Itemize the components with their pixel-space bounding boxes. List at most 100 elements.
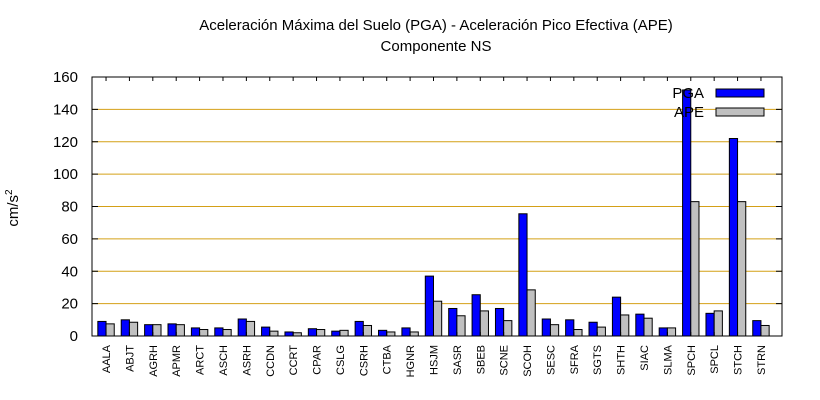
bar-pga-shth (611, 296, 622, 337)
x-tick-label: CTBA (382, 344, 394, 374)
x-tick-label: SIAC (639, 345, 651, 371)
y-axis-label: cm/s2 (4, 189, 22, 227)
bar-ape-strn (760, 324, 770, 337)
x-tick-label: SESC (545, 345, 557, 375)
bar-pga-cslg (331, 330, 341, 337)
x-tick-label: SGTS (592, 345, 604, 375)
x-tick-label: CCDN (265, 345, 277, 377)
x-tick-label: SCOH (522, 345, 534, 377)
legend-swatch-pga (715, 88, 765, 98)
x-tick-label: ASCH (218, 345, 230, 376)
bar-pga-slma (658, 327, 668, 337)
bar-pga-scne (494, 307, 505, 337)
bar-ape-agrh (152, 324, 162, 337)
y-tick-label: 100 (53, 166, 78, 183)
bar-pga-spcl (705, 312, 715, 337)
bar-ape-sbeb (479, 310, 489, 337)
bar-pga-spch (682, 89, 692, 337)
legend-label-ape: APE (674, 104, 704, 121)
plot-frame (91, 76, 783, 337)
bar-ape-hsjm (432, 300, 443, 337)
bar-pga-sgts (588, 321, 598, 337)
x-tick-label: SPCH (686, 345, 698, 376)
bar-pga-asrh (237, 318, 247, 337)
x-ticks: AALA ABJT AGRH APMR ARCT ASCH ASRH CCDN CCRT CPAR… (101, 77, 768, 377)
bar-ape-cslg (339, 329, 349, 337)
bar-pga-csrh (354, 320, 364, 337)
bar-pga-aala (97, 320, 107, 337)
x-tick-label: AGRH (148, 345, 160, 377)
y-tick-label: 40 (61, 263, 78, 280)
chart-subtitle: Componente NS (381, 38, 492, 55)
bar-ape-ctba (386, 331, 396, 337)
x-tick-label: SFRA (569, 344, 581, 374)
bar-pga-hsjm (424, 275, 434, 337)
bar-ape-spch (690, 201, 700, 337)
x-tick-label: CSLG (335, 345, 347, 375)
y-axis-label-exponent: 2 (4, 189, 15, 195)
bar-ape-shth (620, 314, 630, 337)
x-tick-label: SCNE (499, 345, 511, 376)
x-tick-label: ASRH (241, 345, 253, 376)
x-tick-label: CPAR (312, 345, 324, 375)
bar-ape-arct (199, 329, 209, 337)
bar-pga-sbeb (471, 294, 481, 337)
y-tick-label: 120 (53, 134, 78, 151)
bar-ape-ccdn (269, 330, 279, 337)
bar-ape-scoh (526, 289, 536, 337)
y-ticks: 0 20 40 60 80 100 120 140 160 (53, 69, 782, 345)
x-tick-label: SLMA (662, 344, 674, 375)
bar-ape-cpar (316, 329, 326, 337)
x-tick-label: SBEB (475, 345, 487, 374)
bar-ape-hgnr (409, 331, 419, 337)
bar-ape-sesc (549, 324, 560, 337)
bar-pga-sfra (565, 319, 575, 337)
bar-pga-ccdn (261, 326, 271, 337)
legend-label-pga: PGA (672, 85, 704, 102)
bar-ape-apmr (175, 324, 185, 337)
y-tick-label: 0 (70, 328, 78, 345)
y-tick-label: 160 (53, 69, 78, 86)
bar-ape-spcl (713, 310, 723, 337)
y-tick-label: 20 (61, 296, 78, 313)
bar-ape-abjt (128, 321, 139, 337)
bar-pga-abjt (120, 319, 130, 337)
x-tick-label: SHTH (616, 345, 628, 375)
x-tick-label: STRN (756, 345, 768, 375)
x-tick-label: SASR (452, 345, 464, 375)
x-tick-label: SPCL (709, 345, 721, 374)
bar-ape-aala (105, 323, 115, 337)
bar-pga-apmr (167, 323, 177, 337)
bar-ape-asch (222, 329, 232, 337)
y-tick-label: 60 (61, 231, 78, 248)
legend: PGA APE (672, 85, 765, 121)
bar-ape-sgts (596, 326, 606, 337)
bars (97, 89, 770, 337)
bar-ape-sasr (456, 315, 466, 337)
bar-ape-siac (643, 317, 653, 337)
grid (92, 108, 782, 305)
bar-pga-hgnr (401, 327, 411, 337)
y-axis-label-unit: cm/s (5, 195, 22, 227)
x-tick-label: STCH (733, 345, 745, 375)
x-tick-label: ARCT (195, 345, 207, 375)
bar-ape-scne (503, 320, 513, 337)
bar-ape-stch (737, 201, 747, 337)
bar-ape-csrh (362, 324, 373, 337)
x-tick-label: CCRT (288, 345, 300, 376)
bar-pga-scoh (518, 213, 528, 337)
x-tick-label: ABJT (124, 345, 136, 372)
x-tick-label: APMR (171, 345, 183, 377)
bar-pga-asch (214, 327, 224, 337)
bar-ape-sfra (573, 329, 583, 337)
bar-pga-cpar (307, 328, 318, 337)
chart-title: Aceleración Máxima del Suelo (PGA) - Ace… (199, 17, 673, 34)
bar-pga-agrh (144, 324, 154, 337)
bar-ape-slma (666, 327, 677, 337)
y-tick-label: 80 (61, 199, 78, 216)
legend-swatch-ape (715, 107, 765, 117)
bar-pga-ctba (378, 329, 388, 337)
y-tick-label: 140 (53, 101, 78, 118)
bar-pga-sesc (541, 318, 551, 337)
